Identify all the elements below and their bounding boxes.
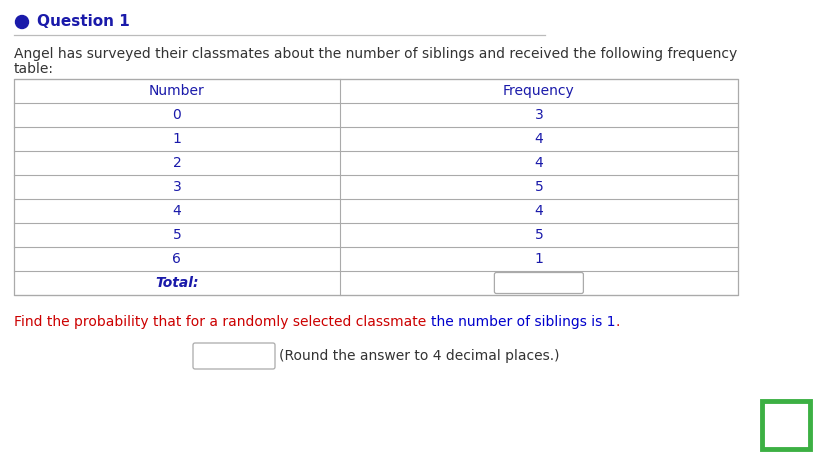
FancyBboxPatch shape	[193, 343, 275, 369]
Text: Angel has surveyed their classmates about the number of siblings and received th: Angel has surveyed their classmates abou…	[14, 47, 737, 61]
Text: 3: 3	[534, 108, 543, 122]
Text: 6: 6	[173, 252, 182, 266]
Text: Find the probability that for a randomly selected classmate: Find the probability that for a randomly…	[14, 315, 431, 329]
Circle shape	[16, 16, 29, 28]
Text: 5: 5	[534, 228, 543, 242]
Text: 4: 4	[173, 204, 182, 218]
Bar	[762, 401, 810, 449]
Text: 5: 5	[534, 180, 543, 194]
Text: 4: 4	[534, 132, 543, 146]
FancyBboxPatch shape	[494, 272, 584, 293]
Text: 1: 1	[534, 252, 543, 266]
Text: 5: 5	[173, 228, 182, 242]
Text: Total:: Total:	[155, 276, 199, 290]
Text: 4: 4	[534, 156, 543, 170]
Text: 1: 1	[173, 132, 182, 146]
Text: table:: table:	[14, 62, 54, 76]
Text: 0: 0	[173, 108, 182, 122]
Text: Question 1: Question 1	[37, 15, 130, 30]
Text: .: .	[615, 315, 620, 329]
Text: (Round the answer to 4 decimal places.): (Round the answer to 4 decimal places.)	[279, 349, 560, 363]
Text: 2: 2	[173, 156, 182, 170]
Text: the number of siblings is 1: the number of siblings is 1	[431, 315, 615, 329]
Bar	[14, 79, 738, 295]
Text: Number: Number	[149, 84, 205, 98]
Text: 3: 3	[173, 180, 182, 194]
Text: Frequency: Frequency	[503, 84, 575, 98]
Text: 4: 4	[534, 204, 543, 218]
